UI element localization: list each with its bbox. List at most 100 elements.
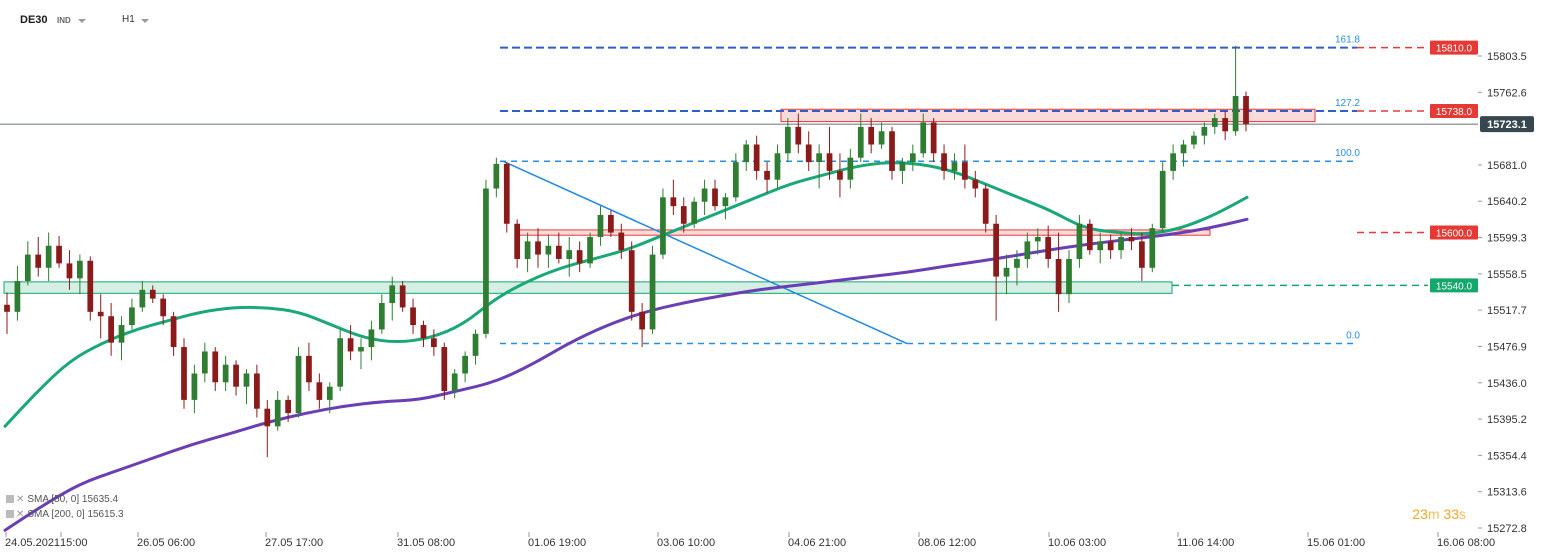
x-tick-label: 08.06 12:00: [918, 537, 976, 549]
sma200-legend[interactable]: ✕ SMA [200, 0] 15615.3: [6, 509, 124, 520]
candle: [587, 232, 593, 268]
timeframe-dropdown-caret-icon[interactable]: [141, 19, 149, 23]
candle-body: [358, 347, 364, 352]
y-tick-label: 15762.6: [1487, 87, 1527, 99]
price-level-tag: [1430, 40, 1478, 55]
candle: [493, 157, 500, 198]
candle: [181, 338, 187, 409]
candle: [1003, 254, 1010, 295]
candle: [358, 338, 364, 370]
candle-body: [399, 285, 406, 308]
candle: [608, 210, 614, 237]
candle: [732, 153, 739, 202]
candle: [889, 126, 895, 180]
candle: [1045, 225, 1052, 268]
candle-body: [1118, 236, 1124, 251]
candle: [785, 118, 791, 163]
candle: [982, 184, 989, 233]
candle: [191, 364, 198, 414]
candle: [816, 144, 822, 189]
remove-indicator-icon[interactable]: ✕: [16, 509, 25, 520]
candle: [483, 179, 489, 339]
candle-body: [722, 197, 729, 207]
candle-body: [149, 289, 156, 299]
zone-support-green: [3, 281, 1173, 294]
candle: [941, 144, 947, 180]
candle-body: [139, 289, 146, 308]
y-tick-label: 15803.5: [1487, 51, 1527, 63]
candle-body: [576, 250, 583, 264]
candle: [670, 179, 677, 215]
candle: [972, 170, 979, 198]
symbol-dropdown-caret-icon[interactable]: [78, 19, 86, 23]
x-tick-label: 15:00: [60, 537, 88, 549]
y-tick-label: 15599.3: [1487, 233, 1527, 245]
price-level-label: 15810.0: [1436, 44, 1473, 55]
candle: [451, 369, 458, 399]
sma50-line: [3, 161, 1249, 428]
sma200-legend-params: [200, 0]: [51, 509, 85, 520]
candle: [1097, 232, 1104, 264]
candle: [535, 228, 541, 268]
candle: [857, 113, 864, 163]
candle: [56, 236, 62, 268]
candle-body: [337, 338, 344, 387]
y-tick-label: 15313.6: [1487, 487, 1527, 499]
candle: [1159, 162, 1166, 233]
candle-body: [201, 351, 208, 374]
candle: [212, 347, 219, 392]
countdown-seconds: 33: [1443, 506, 1459, 522]
price-level-label: 15738.0: [1436, 107, 1473, 118]
candle: [441, 342, 448, 400]
sma50-legend[interactable]: ✕ SMA [50, 0] 15635.4: [6, 494, 118, 505]
trendline: [502, 160, 908, 345]
candle-body: [1003, 267, 1010, 277]
candle: [1118, 232, 1124, 259]
candle: [795, 113, 802, 154]
candle-body: [254, 373, 260, 409]
candle: [4, 292, 10, 334]
candle: [337, 329, 344, 392]
candle: [170, 311, 177, 356]
timeframe-selector[interactable]: H1: [122, 14, 135, 25]
candle-body: [191, 373, 198, 400]
candle-body: [368, 329, 375, 348]
candle-body: [701, 188, 708, 202]
indicator-settings-icon[interactable]: [6, 510, 14, 519]
x-tick-label: 26.05 06:00: [137, 537, 195, 549]
price-level-tag: [1430, 225, 1478, 240]
candle-body: [826, 153, 833, 171]
candle-body: [868, 126, 875, 145]
candle-body: [24, 254, 31, 281]
fib-label-127.2: 127.2: [1335, 98, 1360, 109]
candle: [1055, 232, 1062, 312]
candle-body: [628, 250, 635, 312]
candle: [1066, 250, 1072, 304]
candle: [1014, 250, 1020, 286]
candle-body: [274, 399, 281, 427]
candle-body: [77, 260, 83, 279]
candle-body: [1159, 170, 1166, 229]
candle: [316, 373, 323, 409]
candle-body: [795, 126, 802, 145]
candle-body: [930, 122, 937, 154]
candle-body: [441, 347, 448, 392]
candle: [951, 153, 958, 180]
candle-body: [483, 188, 489, 334]
candle: [753, 135, 760, 180]
y-tick-label: 15395.2: [1487, 414, 1527, 426]
candle: [45, 232, 52, 281]
price-level-label: 15540.0: [1436, 281, 1473, 292]
symbol-label[interactable]: DE30: [20, 14, 48, 26]
y-tick-label: 15354.4: [1487, 450, 1527, 462]
y-tick-label: 15272.8: [1487, 523, 1527, 535]
remove-indicator-icon[interactable]: ✕: [16, 494, 25, 505]
sma50-legend-params: [50, 0]: [51, 494, 80, 505]
candle-body: [170, 316, 177, 348]
indicator-settings-icon[interactable]: [6, 495, 14, 504]
candle-body: [753, 144, 760, 171]
candle: [649, 245, 656, 334]
countdown-minutes-unit: m: [1427, 506, 1440, 522]
candle-body: [285, 399, 291, 414]
